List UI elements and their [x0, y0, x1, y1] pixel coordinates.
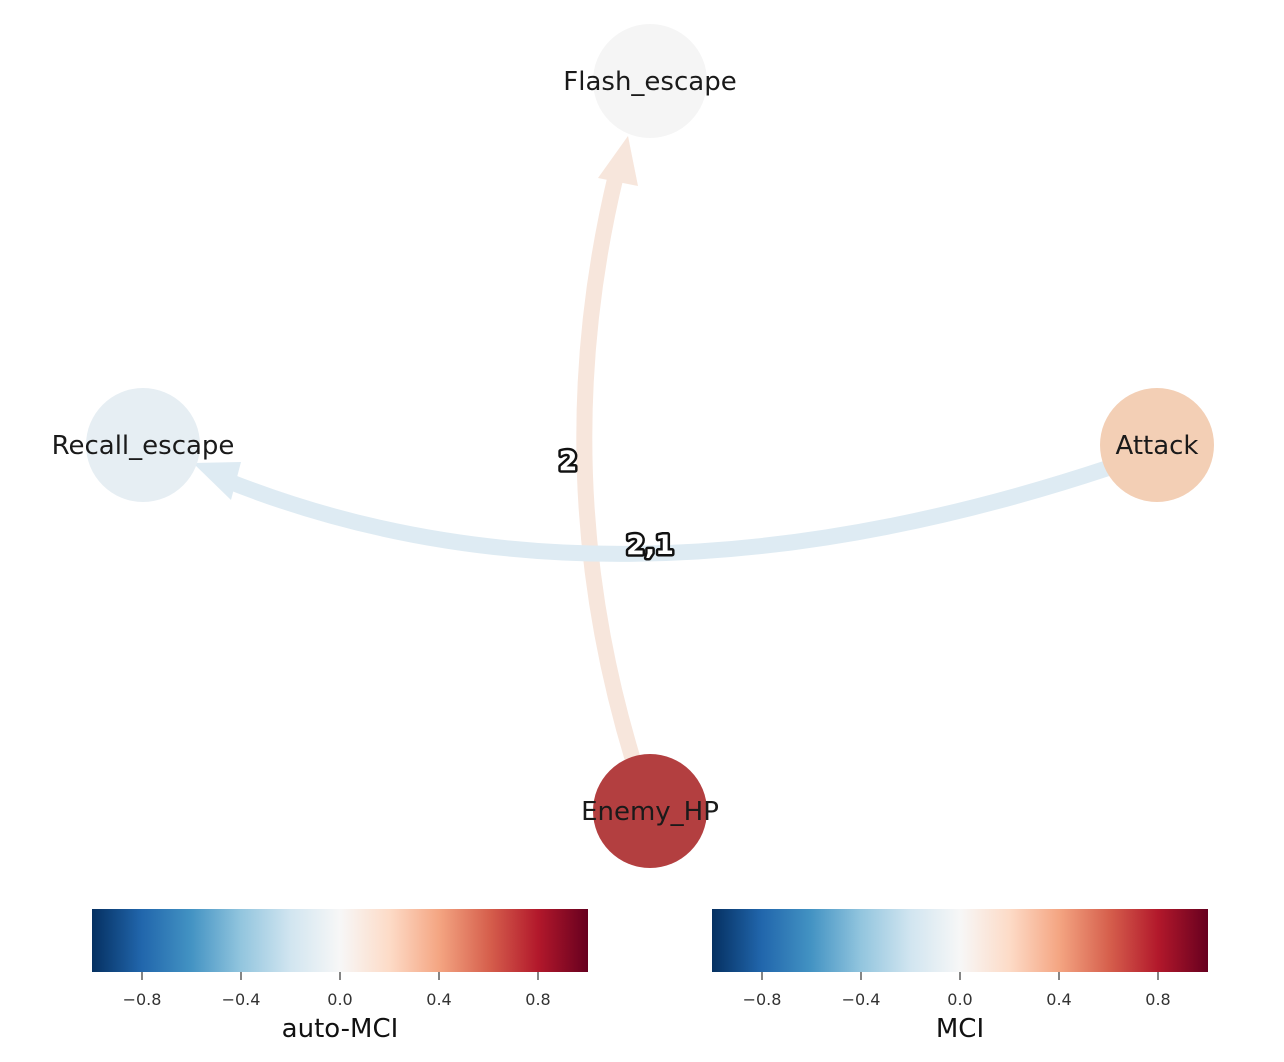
- colorbar-mci-tick-label: −0.8: [743, 990, 782, 1009]
- node-attack-label: Attack: [1115, 431, 1198, 461]
- node-flash-escape: [593, 24, 707, 138]
- edge-enemy-hp-to-flash-escape-label: 2: [559, 446, 578, 477]
- colorbar-auto-mci-tick-label: −0.4: [222, 990, 261, 1009]
- colorbar-auto-mci-tick-label: 0.8: [525, 990, 550, 1009]
- node-enemy-hp: [593, 754, 707, 868]
- node-enemy-hp-label: Enemy_HP: [581, 797, 719, 827]
- colorbar-auto-mci-tick-label: 0.0: [327, 990, 352, 1009]
- colorbar-auto-mci-title: auto-MCI: [282, 1014, 399, 1044]
- colorbar-mci-tick-label: −0.4: [842, 990, 881, 1009]
- colorbar-auto-mci-gradient: [92, 909, 588, 972]
- edge-attack-to-recall-escape-arrowhead: [193, 462, 241, 500]
- colorbar-mci-title: MCI: [936, 1014, 984, 1044]
- node-recall-escape: [86, 388, 200, 502]
- node-attack: [1100, 388, 1214, 502]
- colorbar-mci-ticks: [761, 972, 1159, 980]
- edge-attack-to-recall-escape-label: 2,1: [626, 530, 674, 561]
- colorbar-auto-mci-tick-label: −0.8: [123, 990, 162, 1009]
- edge-enemy-hp-to-flash-escape-arrowhead: [598, 136, 638, 186]
- node-flash-escape-label: Flash_escape: [563, 67, 736, 97]
- edge-enemy-hp-to-flash-escape-line: [576, 173, 641, 763]
- colorbar-auto-mci-ticks: [141, 972, 539, 980]
- colorbar-mci-gradient: [712, 909, 1208, 972]
- node-recall-escape-label: Recall_escape: [52, 431, 235, 461]
- colorbar-auto-mci-tick-label: 0.4: [426, 990, 451, 1009]
- colorbar-mci-tick-label: 0.8: [1145, 990, 1170, 1009]
- colorbar-auto-mci: −0.8 −0.4 0.0 0.4 0.8 auto-MCI: [92, 909, 588, 1044]
- colorbar-mci: −0.8 −0.4 0.0 0.4 0.8 MCI: [712, 909, 1208, 1044]
- edge-attack-to-recall-escape-line: [225, 460, 1111, 562]
- colorbar-mci-tick-label: 0.4: [1046, 990, 1071, 1009]
- colorbar-mci-tick-label: 0.0: [947, 990, 972, 1009]
- edge-enemy-hp-to-flash-escape: [576, 136, 641, 763]
- edge-attack-to-recall-escape: [193, 460, 1111, 562]
